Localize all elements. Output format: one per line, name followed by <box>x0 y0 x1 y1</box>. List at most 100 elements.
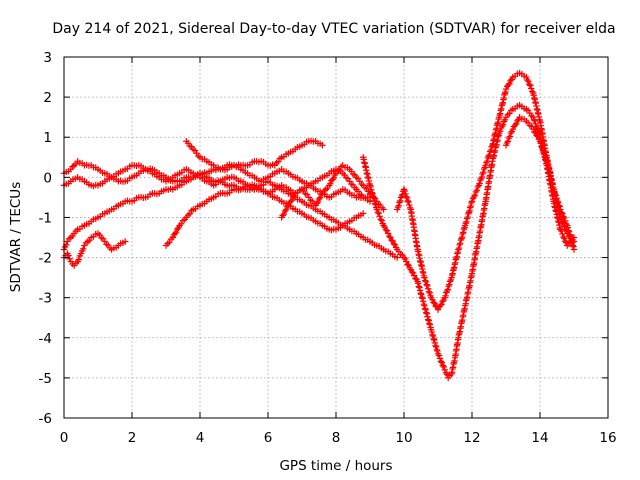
data-point-arc-i <box>486 151 493 159</box>
y-tick-label: 3 <box>43 50 52 66</box>
data-point-arc-g <box>288 196 295 204</box>
data-point-arc-g <box>330 174 337 182</box>
data-point-arc-i <box>528 85 535 92</box>
data-point-arc-j <box>541 151 548 158</box>
data-point-arc-h <box>367 183 374 191</box>
data-point-arc-h <box>371 200 379 207</box>
data-point-arc-i <box>527 82 534 89</box>
data-point-arc-i <box>421 274 428 281</box>
data-point-arc-h <box>419 295 426 302</box>
data-point-arc-h <box>434 347 441 355</box>
data-point-arc-h <box>532 120 539 128</box>
data-point-arc-i <box>426 289 433 297</box>
data-point-arc-h <box>441 366 448 374</box>
data-point-arc-i <box>485 153 492 160</box>
data-point-arc-i <box>570 246 578 253</box>
data-point-arc-h <box>436 355 444 362</box>
data-point-arc-h <box>430 335 437 343</box>
data-point-arc-i <box>403 193 410 200</box>
data-point-arc-i <box>403 194 411 202</box>
data-point-arc-j <box>539 147 547 154</box>
data-point-arc-h <box>431 336 438 344</box>
data-point-arc-i <box>455 244 463 252</box>
data-point-arc-i <box>462 220 470 227</box>
data-point-arc-h <box>400 254 408 261</box>
x-tick-label: 4 <box>196 430 205 446</box>
data-point-arc-f <box>319 142 326 149</box>
data-point-arc-g <box>282 206 290 213</box>
data-point-arc-i <box>488 143 495 150</box>
data-point-arc-j <box>570 238 578 245</box>
x-tick-label: 0 <box>60 430 69 446</box>
data-point-arc-i <box>480 165 488 173</box>
data-point-arc-h <box>390 240 397 248</box>
x-tick-label: 8 <box>332 430 341 446</box>
data-point-arc-i <box>424 285 432 292</box>
data-point-arc-j <box>514 117 521 125</box>
data-point-arc-i <box>442 292 449 299</box>
data-point-arc-j <box>533 132 540 139</box>
data-point-arc-h <box>372 201 379 208</box>
data-point-arc-i <box>465 210 472 218</box>
data-point-arc-h <box>429 332 437 340</box>
data-point-arc-h <box>562 238 569 245</box>
data-point-arc-h <box>496 128 504 135</box>
data-point-arc-g <box>327 180 334 187</box>
data-point-arc-h <box>440 363 448 371</box>
data-point-arc-i <box>569 242 576 249</box>
data-point-arc-i <box>446 281 453 288</box>
data-point-arc-i <box>443 287 451 295</box>
data-point-arc-j <box>513 120 520 128</box>
data-point-arc-i <box>406 201 413 209</box>
data-point-arc-i <box>430 299 437 306</box>
data-point-arc-i <box>402 190 409 198</box>
data-point-arc-h <box>424 313 431 320</box>
data-point-arc-h <box>431 339 439 347</box>
data-point-arc-j <box>542 154 549 161</box>
y-tick-label: 0 <box>43 170 52 186</box>
data-point-arc-j <box>538 143 545 150</box>
data-point-arc-h <box>439 362 447 369</box>
data-point-arc-i <box>507 77 514 84</box>
data-point-arc-h <box>370 194 377 201</box>
data-point-arc-h <box>375 210 382 217</box>
data-point-arc-h <box>437 358 445 365</box>
data-point-arc-i <box>458 235 465 242</box>
x-tick-label: 12 <box>463 430 480 446</box>
data-point-arc-h <box>421 305 429 312</box>
data-point-arc-i <box>399 191 406 198</box>
data-point-arc-j <box>511 121 519 129</box>
data-point-arc-h <box>371 197 378 204</box>
data-point-arc-i <box>468 198 476 205</box>
data-point-arc-h <box>423 309 430 316</box>
data-point-arc-i <box>459 230 466 238</box>
data-point-arc-e <box>173 228 180 236</box>
data-point-arc-j <box>562 226 569 233</box>
data-point-arc-i <box>523 73 530 81</box>
data-point-arc-i <box>439 298 446 305</box>
data-point-arc-h <box>423 310 431 317</box>
data-point-arc-i <box>396 199 403 206</box>
data-point-arc-j <box>540 148 547 155</box>
data-point-arc-i <box>458 233 466 241</box>
x-tick-label: 10 <box>395 430 412 446</box>
data-point-arc-h <box>418 291 425 298</box>
data-point-arc-h <box>415 283 423 290</box>
data-point-arc-i <box>400 186 408 193</box>
data-point-arc-h <box>417 290 424 297</box>
data-point-arc-g <box>279 212 286 219</box>
data-point-arc-i <box>457 240 464 247</box>
data-point-arc-g <box>289 193 297 201</box>
data-point-arc-h <box>386 232 393 240</box>
data-point-arc-h <box>368 186 375 193</box>
data-point-arc-b <box>394 254 401 261</box>
data-point-arc-h <box>416 284 423 291</box>
data-point-arc-i <box>443 289 450 296</box>
data-point-arc-h <box>424 316 432 323</box>
data-point-arc-h <box>530 116 538 123</box>
data-point-arc-h <box>428 328 436 336</box>
data-point-arc-h <box>435 352 443 359</box>
y-tick-label: -1 <box>39 210 52 226</box>
data-point-arc-i <box>478 173 486 181</box>
